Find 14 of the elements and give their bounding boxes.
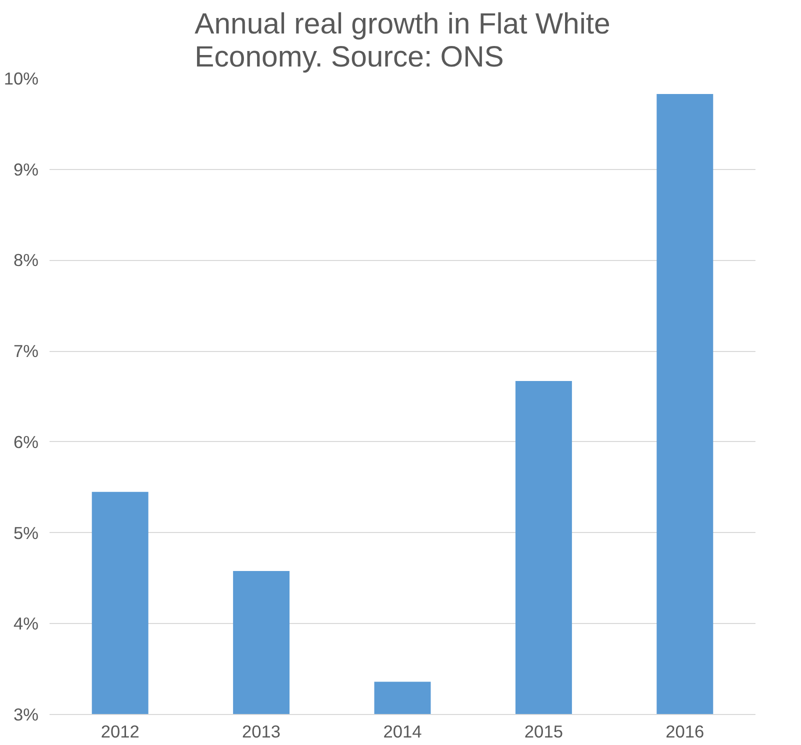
chart-title: Annual real growth in Flat White Economy. Source: ONS	[194, 8, 610, 74]
y-tick-label: 6%	[13, 432, 38, 452]
x-tick-label: 2014	[383, 722, 422, 742]
x-tick-label: 2012	[100, 722, 140, 742]
x-tick-label: 2013	[242, 722, 281, 742]
y-tick-label: 7%	[13, 341, 38, 362]
y-tick-label: 8%	[13, 250, 38, 270]
x-tick-label: 2015	[524, 722, 563, 742]
y-tick-label: 10%	[4, 68, 39, 88]
x-tick-label: 2016	[666, 722, 704, 742]
y-tick-label: 3%	[13, 704, 38, 724]
y-tick-label: 9%	[13, 159, 38, 180]
y-tick-label: 5%	[13, 522, 38, 543]
y-tick-label: 4%	[13, 614, 38, 634]
